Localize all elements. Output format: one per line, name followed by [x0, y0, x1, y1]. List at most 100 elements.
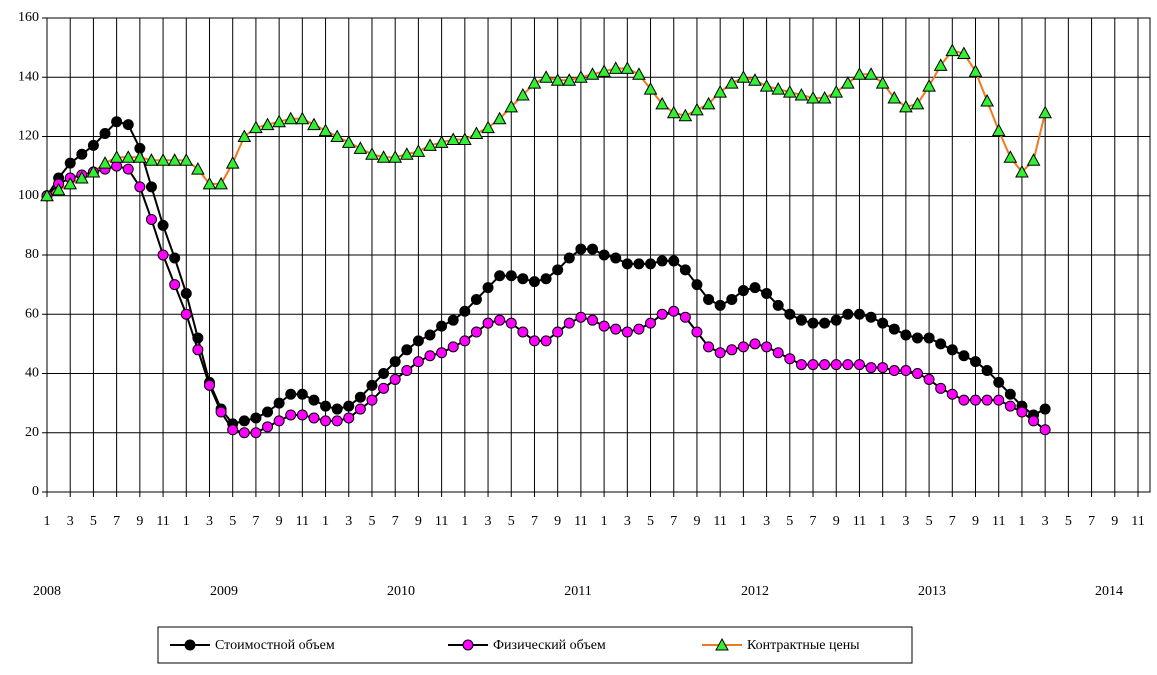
marker — [76, 148, 88, 160]
marker — [494, 314, 506, 326]
marker — [1004, 400, 1016, 412]
marker — [610, 323, 622, 335]
marker — [214, 176, 228, 190]
legend-item: Стоимостной объем — [170, 638, 335, 653]
marker — [958, 394, 970, 406]
x-tick-label: 3 — [902, 514, 909, 529]
marker — [296, 388, 308, 400]
y-tick-label: 40 — [25, 366, 39, 381]
marker — [703, 341, 715, 353]
series-line — [46, 165, 1046, 434]
marker — [552, 264, 564, 276]
marker — [645, 258, 657, 270]
marker — [540, 273, 552, 285]
marker — [180, 288, 192, 300]
marker — [505, 317, 517, 329]
marker — [736, 70, 751, 83]
x-tick-label: 3 — [206, 514, 213, 529]
marker — [598, 249, 610, 261]
y-tick-label: 80 — [25, 247, 39, 262]
x-tick-label: 7 — [113, 514, 120, 529]
marker — [900, 365, 912, 377]
marker — [610, 252, 622, 264]
marker — [632, 67, 646, 80]
marker — [494, 270, 506, 282]
marker — [99, 128, 111, 140]
marker — [1016, 406, 1028, 418]
x-tick-label: 5 — [229, 514, 236, 529]
marker — [121, 150, 136, 163]
year-label: 2010 — [387, 584, 415, 599]
x-tick-label: 1 — [879, 514, 886, 529]
marker — [341, 135, 356, 148]
x-tick-label: 3 — [345, 514, 352, 529]
marker — [424, 329, 436, 341]
marker — [830, 359, 842, 371]
x-tick-label: 1 — [44, 514, 51, 529]
marker — [877, 362, 889, 374]
marker — [1039, 424, 1051, 436]
marker — [899, 99, 913, 113]
x-tick-label: 5 — [786, 514, 793, 529]
marker — [366, 379, 378, 391]
marker — [285, 409, 297, 421]
marker — [1026, 153, 1041, 166]
marker — [690, 102, 704, 116]
y-tick-label: 160 — [18, 10, 39, 25]
marker — [434, 135, 449, 148]
marker — [436, 320, 448, 332]
marker — [587, 314, 598, 326]
marker — [459, 335, 471, 347]
x-tick-label: 7 — [392, 514, 399, 529]
marker — [412, 356, 424, 368]
marker — [759, 79, 774, 92]
marker — [469, 126, 484, 140]
x-tick-label: 9 — [833, 514, 840, 529]
x-tick-label: 9 — [554, 514, 561, 529]
marker — [794, 87, 809, 101]
marker — [227, 424, 239, 436]
marker — [225, 156, 240, 169]
marker — [888, 365, 900, 377]
marker — [388, 150, 403, 163]
marker — [655, 96, 669, 110]
x-tick-label: 1 — [740, 514, 747, 529]
marker — [981, 394, 993, 406]
plot-frame — [46, 17, 1151, 493]
marker — [87, 139, 99, 151]
marker — [470, 326, 482, 338]
marker — [273, 397, 285, 409]
marker — [459, 305, 471, 317]
marker — [691, 326, 703, 338]
marker — [864, 67, 878, 80]
marker — [737, 285, 749, 297]
marker — [365, 147, 379, 160]
marker — [830, 314, 842, 326]
marker — [991, 123, 1006, 137]
marker — [481, 120, 495, 134]
marker — [877, 317, 889, 329]
marker — [911, 368, 923, 379]
marker — [539, 70, 553, 83]
x-tick-label: 9 — [693, 514, 700, 529]
marker — [842, 308, 854, 320]
marker — [1039, 403, 1051, 415]
marker — [320, 400, 332, 412]
marker — [423, 138, 437, 151]
marker — [249, 120, 263, 134]
marker — [935, 382, 947, 394]
marker — [505, 270, 517, 282]
marker — [331, 415, 343, 427]
marker — [343, 400, 355, 412]
x-tick-label: 9 — [972, 514, 979, 529]
marker — [86, 165, 101, 178]
marker — [528, 335, 540, 347]
marker — [784, 308, 796, 320]
marker — [470, 293, 482, 305]
marker — [970, 356, 982, 368]
marker — [737, 341, 749, 353]
marker — [691, 279, 703, 291]
marker — [191, 162, 205, 175]
marker — [621, 326, 633, 338]
